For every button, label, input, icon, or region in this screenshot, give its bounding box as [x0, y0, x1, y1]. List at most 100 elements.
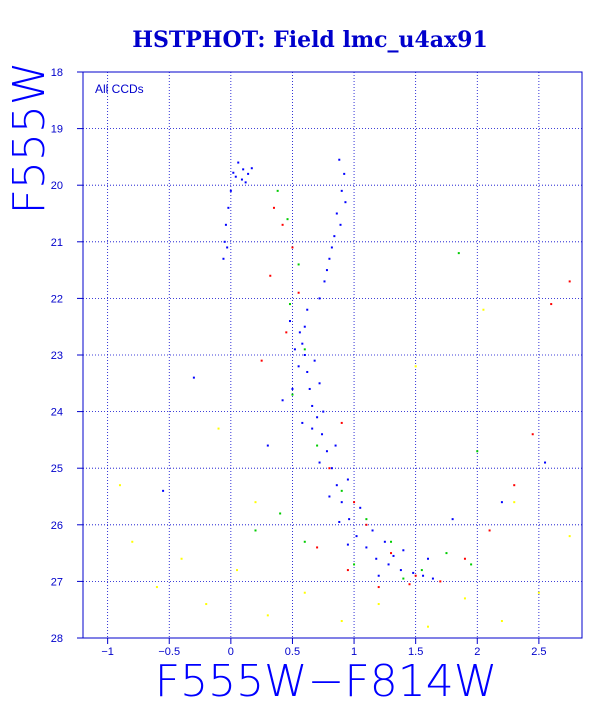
data-point: [340, 620, 343, 623]
data-point: [316, 546, 319, 549]
data-point: [353, 563, 356, 566]
data-point: [338, 158, 341, 161]
data-point: [340, 189, 343, 192]
y-tick-label: 23: [51, 350, 63, 362]
data-point: [500, 501, 503, 504]
data-point: [288, 303, 291, 306]
data-point: [236, 569, 239, 572]
data-point: [118, 484, 121, 487]
data-point: [330, 467, 333, 470]
data-point: [513, 501, 516, 504]
data-point: [281, 223, 284, 226]
data-point: [244, 181, 247, 184]
data-point: [303, 325, 306, 328]
data-point: [365, 523, 368, 526]
data-point: [321, 433, 324, 436]
data-point: [340, 501, 343, 504]
data-point: [288, 320, 291, 323]
data-point: [303, 591, 306, 594]
data-point: [420, 569, 423, 572]
data-point: [328, 257, 331, 260]
data-point: [311, 427, 314, 430]
data-point: [180, 557, 183, 560]
data-point: [318, 297, 321, 300]
data-point: [232, 171, 235, 174]
data-point: [291, 393, 294, 396]
data-point: [330, 246, 333, 249]
data-point: [463, 557, 466, 560]
data-point: [279, 512, 282, 515]
data-point: [328, 467, 331, 470]
data-point: [192, 376, 195, 379]
data-point: [371, 529, 374, 532]
data-point: [426, 625, 429, 628]
data-point: [254, 501, 257, 504]
y-tick-label: 19: [51, 124, 63, 136]
data-point: [205, 603, 208, 606]
data-point: [276, 189, 279, 192]
data-point: [463, 597, 466, 600]
data-point: [346, 478, 349, 481]
data-point: [537, 591, 540, 594]
data-point: [297, 365, 300, 368]
data-point: [422, 574, 425, 577]
data-point: [247, 172, 250, 175]
data-point: [451, 518, 454, 521]
data-point: [340, 489, 343, 492]
y-tick-label: 20: [51, 180, 63, 192]
data-point: [217, 427, 220, 430]
data-point: [338, 520, 341, 523]
data-point: [470, 563, 473, 566]
data-point: [482, 308, 485, 311]
data-point: [365, 546, 368, 549]
data-point: [377, 586, 380, 589]
data-point: [308, 387, 311, 390]
data-point: [375, 557, 378, 560]
x-tick-label: 1: [351, 646, 357, 658]
data-point: [303, 354, 306, 356]
y-tick-label: 28: [51, 633, 63, 645]
data-point: [297, 291, 300, 294]
data-point: [222, 257, 225, 260]
data-point: [272, 206, 275, 209]
data-point: [335, 484, 338, 487]
x-tick-label: 2: [474, 646, 480, 658]
data-point: [334, 444, 337, 447]
data-point: [281, 399, 284, 402]
data-point: [229, 189, 232, 192]
chart-title: HSTPHOT: Field lmc_u4ax91: [132, 27, 488, 53]
y-tick-label: 26: [51, 520, 63, 532]
data-point: [568, 535, 571, 538]
data-point: [298, 331, 301, 334]
data-point: [387, 563, 390, 566]
x-tick-label: 1.5: [408, 646, 423, 658]
data-point: [355, 535, 358, 538]
x-tick-label: −0.5: [158, 646, 180, 658]
annotation-all-ccds: All CCDs: [95, 82, 144, 96]
data-point: [414, 574, 417, 577]
data-point: [344, 201, 347, 204]
data-point: [322, 410, 325, 413]
data-point: [392, 554, 395, 557]
data-point: [353, 501, 356, 504]
data-point: [269, 274, 272, 277]
data-point: [318, 461, 321, 464]
data-point: [488, 529, 491, 532]
data-point: [550, 303, 553, 306]
grid-lines: [83, 71, 582, 639]
data-point: [242, 168, 245, 171]
data-point: [306, 308, 309, 311]
data-point: [316, 416, 319, 419]
y-axis-label: F555W: [4, 62, 55, 215]
data-point: [426, 557, 429, 560]
data-point: [291, 246, 294, 249]
data-point: [412, 571, 415, 574]
data-point: [457, 252, 460, 255]
x-axis-label: F555W−F814W: [155, 656, 497, 707]
data-point: [445, 552, 448, 555]
data-point: [383, 540, 386, 543]
data-point: [316, 444, 319, 447]
data-point: [301, 421, 304, 424]
